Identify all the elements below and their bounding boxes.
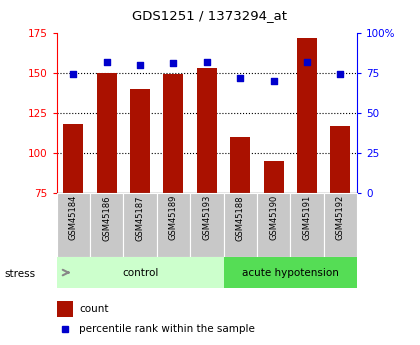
- Text: percentile rank within the sample: percentile rank within the sample: [79, 324, 255, 334]
- Text: GSM45192: GSM45192: [336, 195, 345, 240]
- Point: [204, 59, 210, 65]
- Point: [70, 72, 77, 77]
- Bar: [257, 193, 290, 257]
- Text: GSM45187: GSM45187: [136, 195, 144, 240]
- Text: GSM45188: GSM45188: [236, 195, 245, 240]
- Point: [237, 75, 244, 80]
- Bar: [57, 301, 73, 317]
- Bar: [230, 137, 250, 193]
- Text: stress: stress: [4, 269, 35, 279]
- Bar: [197, 68, 217, 193]
- Bar: [130, 89, 150, 193]
- Point: [103, 59, 110, 65]
- Point: [137, 62, 144, 68]
- Text: GSM45189: GSM45189: [169, 195, 178, 240]
- Bar: [97, 73, 117, 193]
- Bar: [330, 126, 350, 193]
- Text: control: control: [122, 268, 158, 277]
- Bar: [90, 193, 123, 257]
- Text: GSM45191: GSM45191: [302, 195, 312, 240]
- Bar: [290, 193, 324, 257]
- Bar: [57, 193, 90, 257]
- Bar: [264, 161, 284, 193]
- Bar: [190, 193, 223, 257]
- Bar: [63, 124, 84, 193]
- Text: count: count: [79, 304, 109, 314]
- Bar: [223, 193, 257, 257]
- Text: GSM45193: GSM45193: [202, 195, 211, 240]
- Text: GSM45190: GSM45190: [269, 195, 278, 240]
- Point: [170, 60, 177, 66]
- Bar: [297, 38, 317, 193]
- Text: GDS1251 / 1373294_at: GDS1251 / 1373294_at: [132, 9, 288, 22]
- Point: [304, 59, 310, 65]
- Text: acute hypotension: acute hypotension: [242, 268, 339, 277]
- Bar: [163, 75, 184, 193]
- Bar: [57, 257, 223, 288]
- Text: GSM45184: GSM45184: [69, 195, 78, 240]
- Bar: [123, 193, 157, 257]
- Bar: [324, 193, 357, 257]
- Bar: [223, 257, 357, 288]
- Point: [270, 78, 277, 83]
- Text: GSM45186: GSM45186: [102, 195, 111, 240]
- Point: [337, 72, 344, 77]
- Bar: [157, 193, 190, 257]
